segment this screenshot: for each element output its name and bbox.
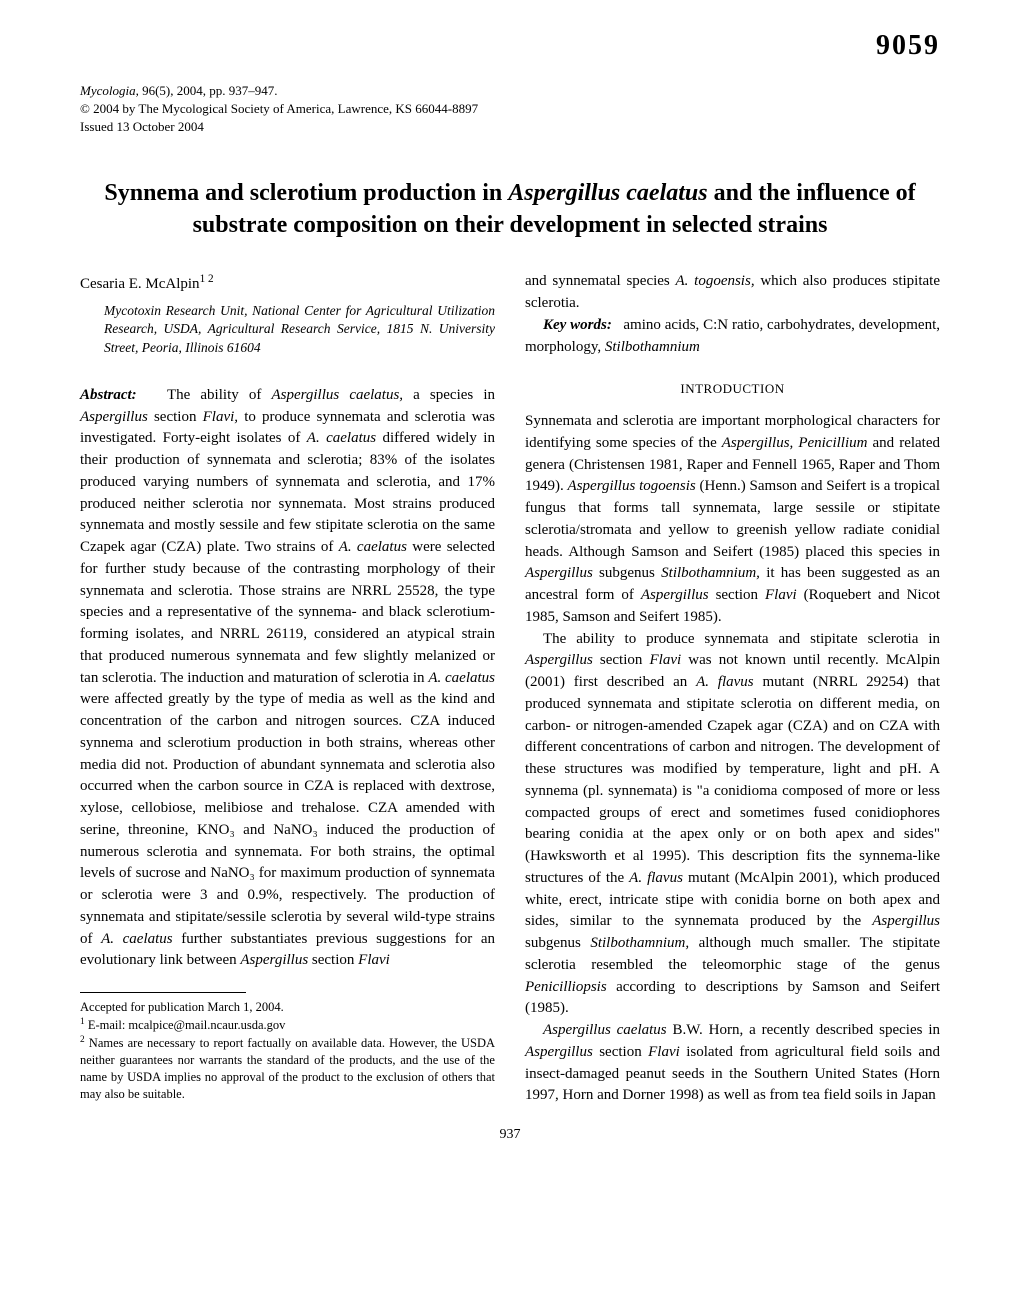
intro-p3-e: Flavi bbox=[648, 1044, 680, 1060]
intro-p1-d: Aspergillus togoensis bbox=[568, 478, 696, 494]
right-column: and synnematal species A. togoensis, whi… bbox=[525, 271, 940, 1107]
intro-p2-n: Penicilliopsis bbox=[525, 979, 607, 995]
abstract-continuation: and synnematal species A. togoensis, whi… bbox=[525, 271, 940, 315]
abstract-t1a: The ability of bbox=[167, 387, 271, 403]
abstract-t1f: Flavi, bbox=[203, 409, 238, 425]
abstract-paragraph: Abstract: The ability of Aspergillus cae… bbox=[80, 385, 495, 972]
intro-p3-b: B.W. Horn, a recently described species … bbox=[667, 1022, 940, 1038]
footnote-1-text: E-mail: mcalpice@mail.ncaur.usda.gov bbox=[88, 1018, 286, 1032]
journal-name: Mycologia, bbox=[80, 83, 139, 98]
keywords-b: Stilbothamnium bbox=[605, 339, 700, 355]
title-pre: Synnema and sclerotium production in bbox=[104, 180, 508, 206]
content-columns: Cesaria E. McAlpin1 2 Mycotoxin Research… bbox=[80, 271, 940, 1107]
intro-p2-b: Aspergillus bbox=[525, 652, 593, 668]
abstract-t1j: A. caelatus bbox=[339, 539, 407, 555]
abstract-t1m: were affected greatly by the type of med… bbox=[80, 691, 495, 946]
intro-p2-d: Flavi bbox=[650, 652, 682, 668]
intro-p2-f: A. flavus bbox=[696, 674, 754, 690]
intro-p2-h: A. flavus bbox=[629, 870, 683, 886]
journal-volissue: 96(5), 2004, pp. 937–947. bbox=[142, 83, 277, 98]
col2-top-a: and synnematal species bbox=[525, 273, 676, 289]
abstract-t1r: Flavi bbox=[358, 952, 390, 968]
intro-p1-h: Stilbothamnium, bbox=[661, 565, 760, 581]
intro-p2-k: subgenus bbox=[525, 935, 590, 951]
abstract-t1b: Aspergillus caelatus, bbox=[271, 387, 403, 403]
intro-p3-c: Aspergillus bbox=[525, 1044, 593, 1060]
journal-issued: Issued 13 October 2004 bbox=[80, 119, 204, 134]
intro-p3: Aspergillus caelatus B.W. Horn, a recent… bbox=[525, 1020, 940, 1107]
intro-p1-l: Flavi bbox=[765, 587, 797, 603]
left-column: Cesaria E. McAlpin1 2 Mycotoxin Research… bbox=[80, 271, 495, 1107]
abstract-t1i: differed widely in their production of s… bbox=[80, 430, 495, 555]
abstract-t1e: section bbox=[148, 409, 203, 425]
abstract-label: Abstract: bbox=[80, 387, 137, 403]
abstract-t1h: A. caelatus bbox=[307, 430, 376, 446]
article-title: Synnema and sclerotium production in Asp… bbox=[100, 177, 920, 242]
intro-p1: Synnemata and sclerotia are important mo… bbox=[525, 411, 940, 629]
page-id-stamp: 9059 bbox=[80, 30, 940, 62]
journal-meta: Mycologia, 96(5), 2004, pp. 937–947. © 2… bbox=[80, 82, 940, 137]
col2-top-b: A. togoensis, bbox=[676, 273, 755, 289]
intro-p1-b: Aspergillus, Penicillium bbox=[722, 435, 868, 451]
intro-p1-j: Aspergillus bbox=[641, 587, 709, 603]
keywords-paragraph: Key words: amino acids, C:N ratio, carbo… bbox=[525, 315, 940, 359]
page-number: 937 bbox=[80, 1127, 940, 1143]
intro-p2-j: Aspergillus bbox=[872, 913, 940, 929]
abstract-t1n: A. caelatus bbox=[101, 931, 173, 947]
abstract-t1k: were selected for further study because … bbox=[80, 539, 495, 686]
footnote-1: 1 E-mail: mcalpice@mail.ncaur.usda.gov bbox=[80, 1016, 495, 1034]
intro-p3-d: section bbox=[593, 1044, 648, 1060]
footnote-2-text: Names are necessary to report factually … bbox=[80, 1036, 495, 1101]
abstract-t1q: section bbox=[308, 952, 358, 968]
intro-p2-c: section bbox=[593, 652, 650, 668]
abstract-t1c: a species in bbox=[403, 387, 495, 403]
intro-p2-l: Stilbothamnium, bbox=[590, 935, 689, 951]
journal-copyright: © 2004 by The Mycological Society of Ame… bbox=[80, 101, 478, 116]
intro-p1-f: Aspergillus bbox=[525, 565, 593, 581]
footnote-accepted: Accepted for publication March 1, 2004. bbox=[80, 999, 495, 1016]
abstract-t1l: A. caelatus bbox=[428, 670, 495, 686]
author-name: Cesaria E. McAlpin1 2 bbox=[80, 271, 495, 296]
intro-p2-g: mutant (NRRL 29254) that produced synnem… bbox=[525, 674, 940, 886]
author-affiliation: Mycotoxin Research Unit, National Center… bbox=[104, 302, 495, 357]
keywords-label: Key words: bbox=[543, 317, 612, 333]
footnote-divider bbox=[80, 992, 246, 993]
title-species: Aspergillus caelatus bbox=[508, 180, 707, 206]
author-text: Cesaria E. McAlpin bbox=[80, 276, 200, 292]
intro-p3-a: Aspergillus caelatus bbox=[543, 1022, 667, 1038]
introduction-heading: INTRODUCTION bbox=[525, 380, 940, 399]
author-superscript: 1 2 bbox=[200, 273, 214, 285]
footnote-2: 2 Names are necessary to report factuall… bbox=[80, 1034, 495, 1103]
intro-p2: The ability to produce synnemata and sti… bbox=[525, 629, 940, 1021]
abstract-t1p: Aspergillus bbox=[240, 952, 308, 968]
intro-p1-k: section bbox=[709, 587, 765, 603]
abstract-t1d: Aspergillus bbox=[80, 409, 148, 425]
intro-p2-a: The ability to produce synnemata and sti… bbox=[543, 631, 940, 647]
intro-p1-g: subgenus bbox=[593, 565, 661, 581]
